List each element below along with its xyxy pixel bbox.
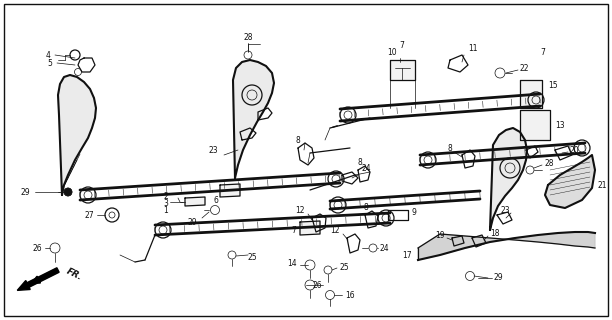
Text: 27: 27 <box>84 211 94 220</box>
Polygon shape <box>220 184 240 197</box>
Text: 29: 29 <box>494 274 504 283</box>
Text: 5: 5 <box>47 59 52 68</box>
Text: 19: 19 <box>435 230 445 239</box>
Text: 12: 12 <box>296 205 305 214</box>
Text: 23: 23 <box>208 146 218 155</box>
Text: 6: 6 <box>213 196 218 204</box>
Text: 29: 29 <box>20 188 30 196</box>
Polygon shape <box>520 80 542 108</box>
Text: 11: 11 <box>468 44 477 52</box>
Polygon shape <box>520 110 550 140</box>
Text: 15: 15 <box>548 81 558 90</box>
FancyArrow shape <box>17 268 59 290</box>
Text: 13: 13 <box>555 121 565 130</box>
Text: 1: 1 <box>163 205 168 214</box>
Text: 7: 7 <box>400 41 405 50</box>
Text: 28: 28 <box>243 33 253 42</box>
Polygon shape <box>233 60 274 178</box>
Text: 8: 8 <box>447 143 452 153</box>
Text: 3: 3 <box>163 198 168 207</box>
Polygon shape <box>545 155 595 208</box>
Polygon shape <box>390 60 415 80</box>
Polygon shape <box>452 236 464 246</box>
Text: 25: 25 <box>248 253 258 262</box>
Text: 24: 24 <box>380 244 390 252</box>
Text: 23: 23 <box>501 205 510 214</box>
Polygon shape <box>58 75 96 195</box>
Text: 9: 9 <box>412 207 417 217</box>
Text: 2: 2 <box>163 191 168 201</box>
Text: 25: 25 <box>340 263 349 273</box>
Text: 18: 18 <box>490 228 499 237</box>
Text: 7: 7 <box>540 47 545 57</box>
Text: 4: 4 <box>45 51 50 60</box>
Text: 24: 24 <box>362 164 371 172</box>
Text: 26: 26 <box>32 244 42 252</box>
Circle shape <box>64 188 72 196</box>
Text: 22: 22 <box>520 63 529 73</box>
Text: 29: 29 <box>187 218 197 227</box>
Text: 8: 8 <box>296 135 300 145</box>
Text: 28: 28 <box>545 158 554 167</box>
Text: 26: 26 <box>312 281 322 290</box>
Text: 20: 20 <box>570 146 580 155</box>
Polygon shape <box>418 232 595 260</box>
Polygon shape <box>300 221 320 235</box>
Text: 7: 7 <box>291 226 296 235</box>
Polygon shape <box>185 197 205 206</box>
Text: FR.: FR. <box>65 266 84 282</box>
Text: 16: 16 <box>345 291 354 300</box>
Text: 14: 14 <box>288 259 297 268</box>
Text: 21: 21 <box>598 180 608 189</box>
Text: 17: 17 <box>402 251 412 260</box>
Text: 12: 12 <box>330 226 340 235</box>
Text: 8: 8 <box>357 157 362 166</box>
Polygon shape <box>490 128 527 230</box>
Text: 8: 8 <box>364 203 368 212</box>
Text: 10: 10 <box>387 47 397 57</box>
